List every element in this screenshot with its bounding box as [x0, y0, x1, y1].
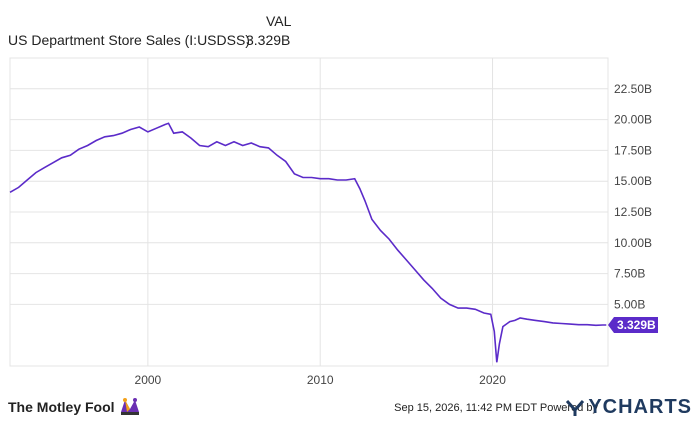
footer: The Motley Fool Sep 15, 2026, 11:42 PM E…	[0, 392, 700, 428]
series-line	[9, 122, 607, 363]
jester-hat-icon	[120, 398, 139, 415]
series-name[interactable]: US Department Store Sales (I:USDSS)	[8, 32, 250, 48]
end-value-tag: 3.329B	[608, 316, 658, 333]
y-axis: 5.00B 7.50B 10.00B 12.50B 15.00B 17.50B 20.00B…	[614, 82, 652, 312]
value-column-header: VAL	[266, 13, 292, 29]
brand-name: The Motley Fool	[8, 399, 115, 415]
motley-fool-logo[interactable]: The Motley Fool	[8, 396, 141, 418]
timestamp-powered-by: Sep 15, 2026, 11:42 PM EDT Powered by	[394, 402, 598, 414]
x-tick-label: 2000	[135, 373, 162, 387]
x-axis: 2000 2010 2020	[135, 373, 507, 387]
end-value-label: 3.329B	[617, 318, 656, 332]
y-tick-label: 5.00B	[614, 297, 645, 311]
x-tick-label: 2020	[479, 373, 506, 387]
y-tick-label: 17.50B	[614, 143, 652, 157]
series-value: 3.329B	[246, 32, 291, 48]
y-tick-label: 7.50B	[614, 267, 645, 281]
ycharts-logo[interactable]: YCHARTS	[565, 396, 692, 419]
y-tick-label: 20.00B	[614, 113, 652, 127]
y-tick-label: 22.50B	[614, 82, 652, 96]
powered-by-label: Powered by	[539, 402, 598, 414]
x-tick-label: 2010	[307, 373, 334, 387]
ycharts-y-icon	[566, 399, 585, 416]
provider-name: YCHARTS	[588, 396, 692, 418]
line-chart: 5.00B 7.50B 10.00B 12.50B 15.00B 17.50B 20.00B…	[9, 57, 658, 387]
timestamp: Sep 15, 2026, 11:42 PM EDT	[394, 402, 537, 414]
y-tick-label: 15.00B	[614, 174, 652, 188]
y-tick-label: 10.00B	[614, 236, 652, 250]
y-tick-label: 12.50B	[614, 205, 652, 219]
grid	[9, 57, 609, 367]
